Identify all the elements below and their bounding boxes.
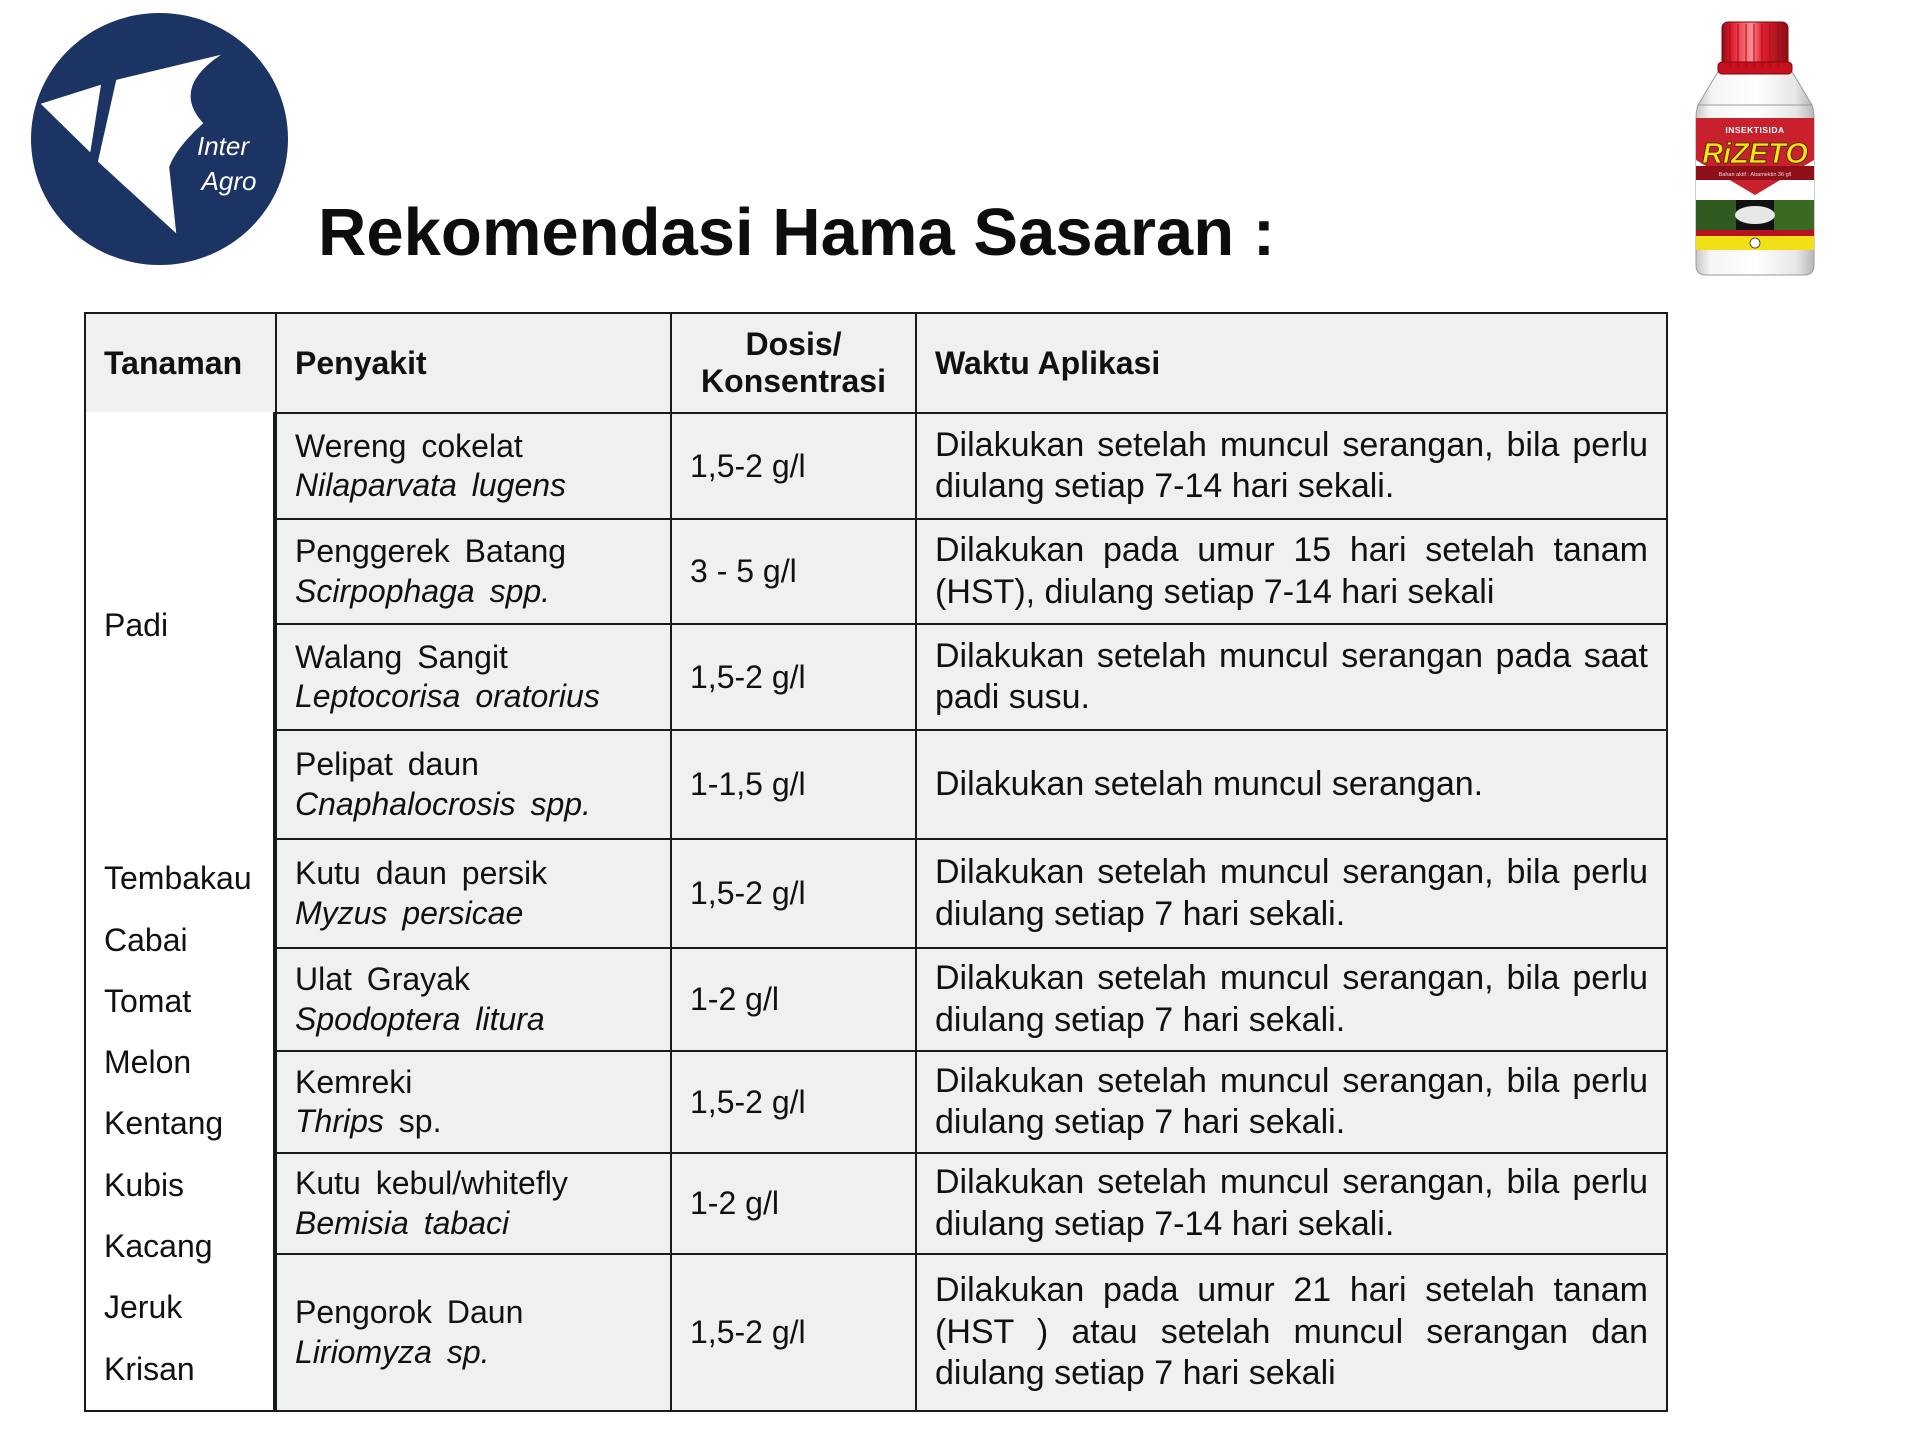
svg-text:Inter: Inter: [197, 131, 250, 161]
svg-text:INSEKTISIDA: INSEKTISIDA: [1725, 125, 1784, 135]
svg-text:Agro: Agro: [200, 166, 257, 196]
svg-text:Bahan aktif : Abamektin 36 g/l: Bahan aktif : Abamektin 36 g/l: [1719, 172, 1792, 178]
svg-text:RiZETO: RiZETO: [1702, 138, 1808, 170]
